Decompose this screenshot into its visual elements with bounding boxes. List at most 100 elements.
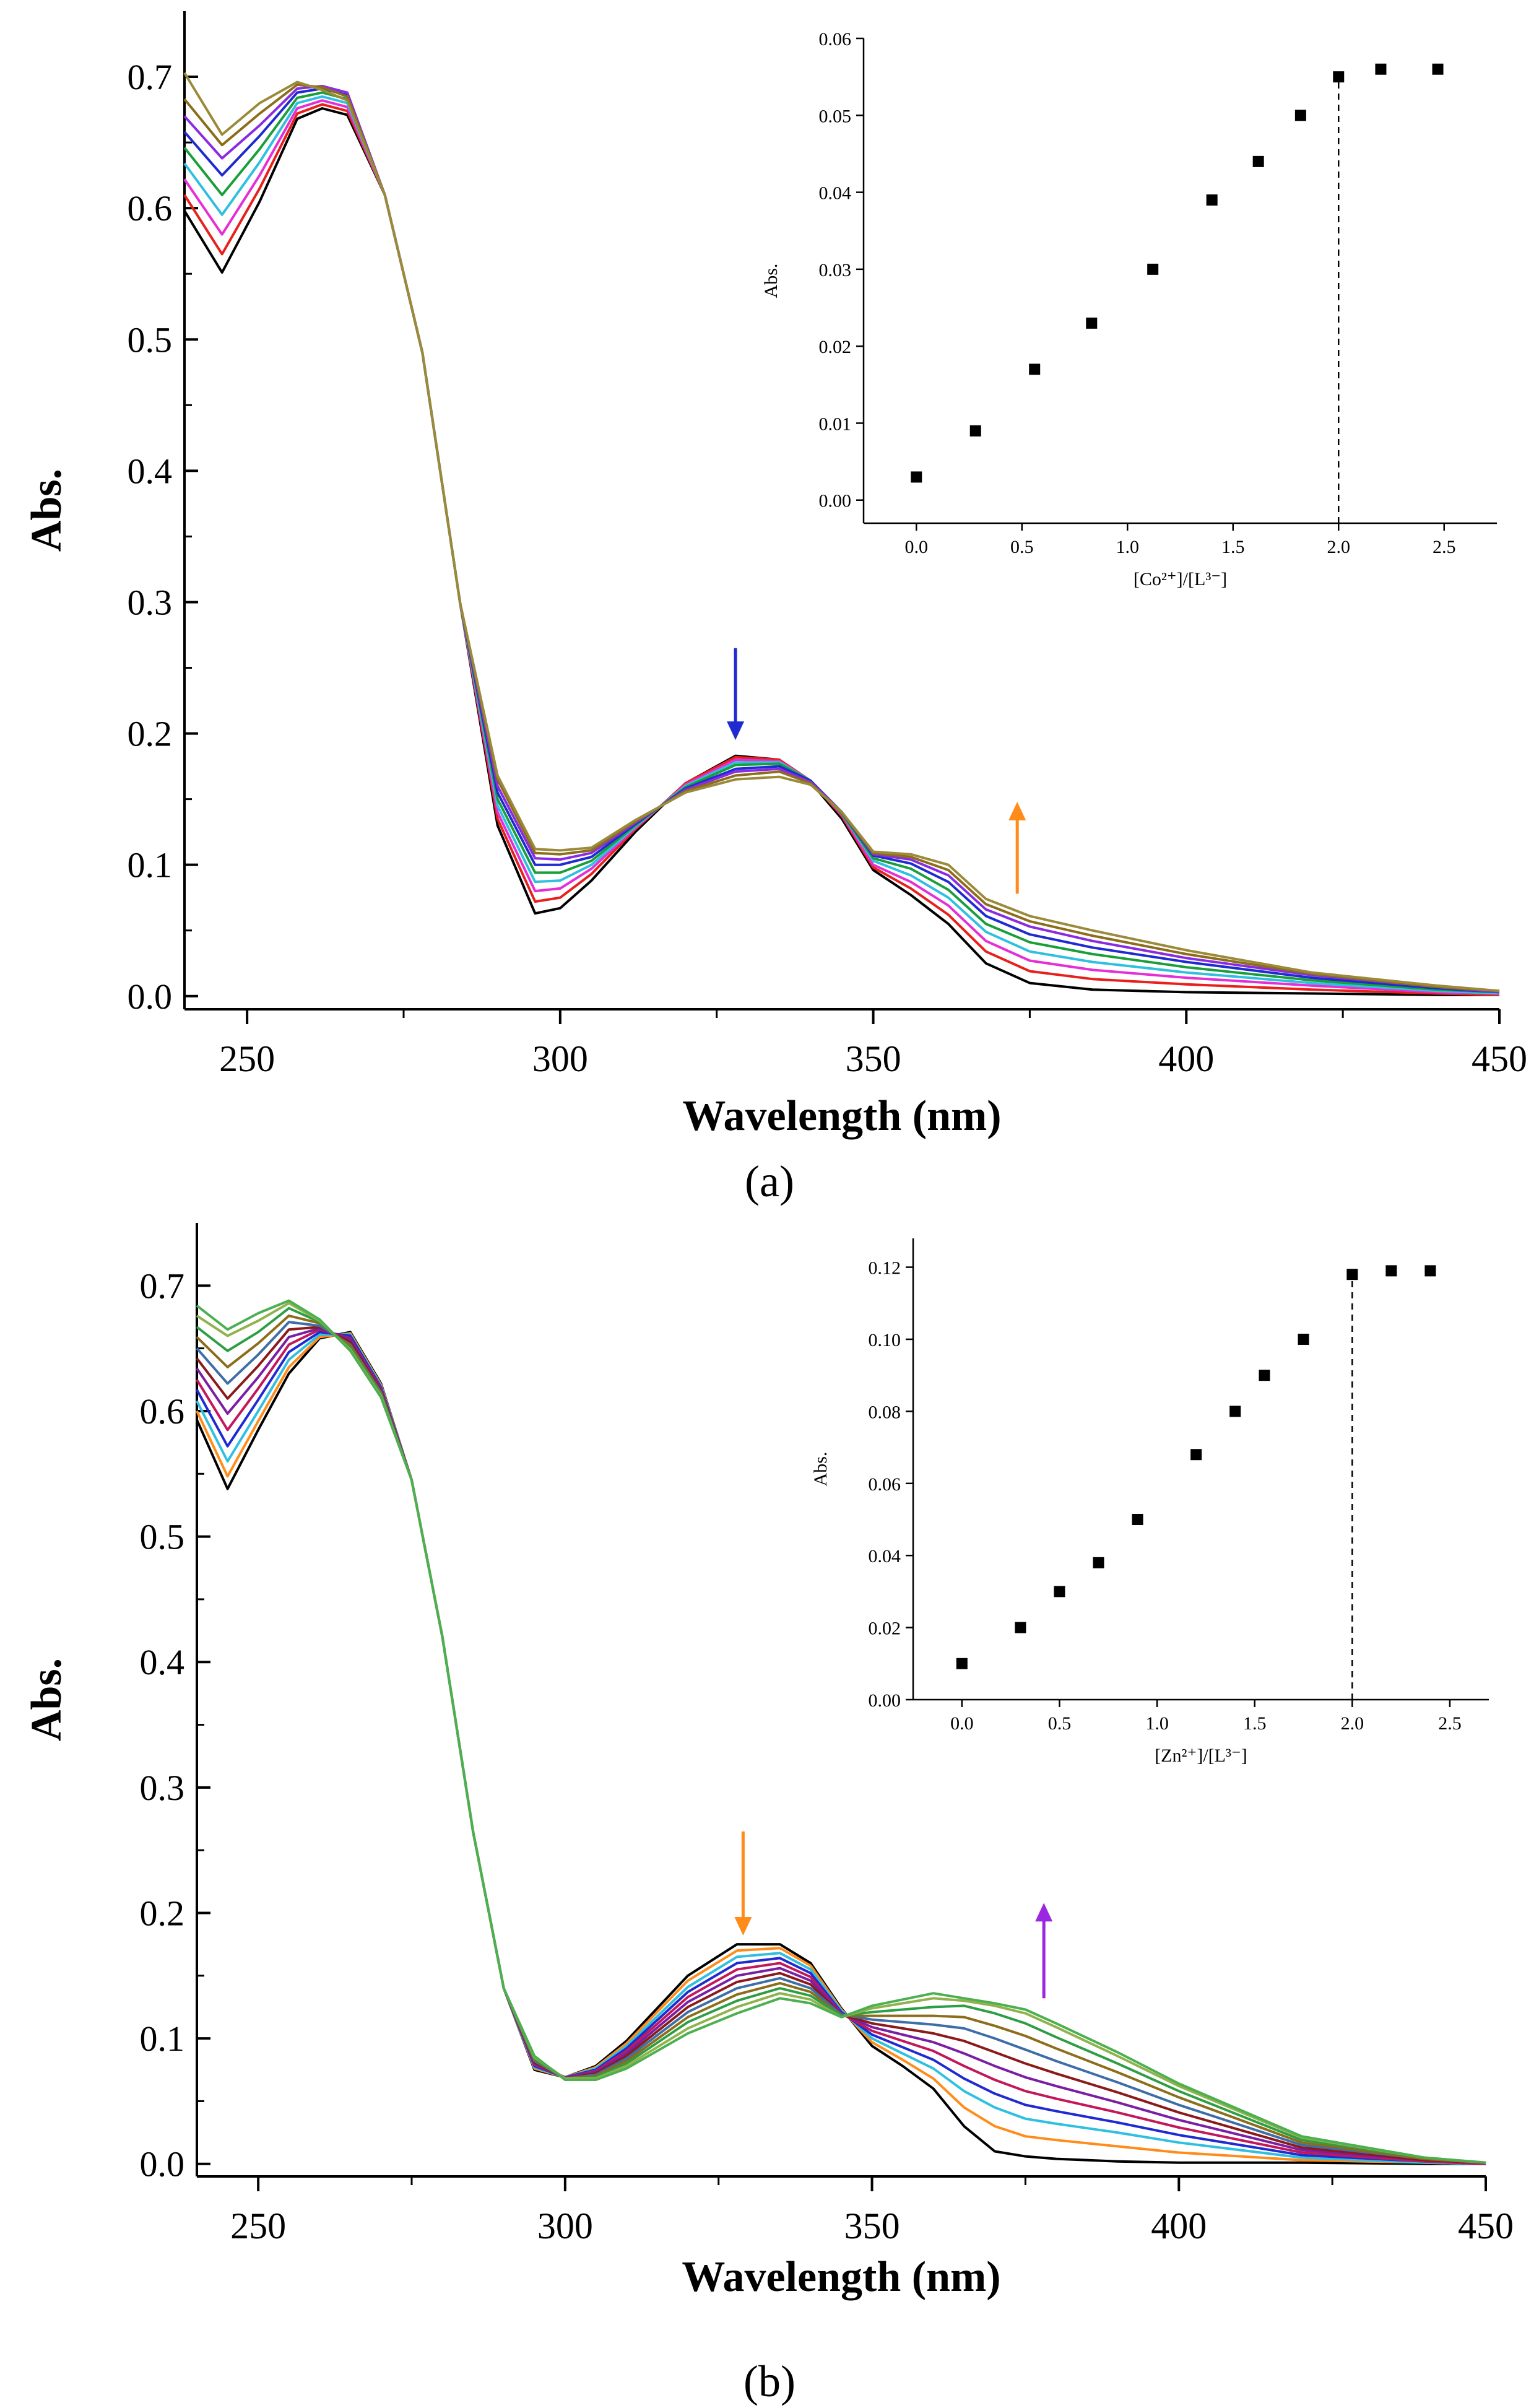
inset-point-b (956, 1658, 968, 1669)
x-tick-label-a: 350 (846, 1038, 901, 1079)
inset-x-tick-label-b: 1.5 (1243, 1713, 1267, 1734)
inset-point-b (1093, 1557, 1104, 1568)
inset-point-a (1432, 63, 1444, 75)
y-tick-label-b: 0.7 (140, 1266, 185, 1306)
y-tick-label-b: 0.6 (140, 1391, 185, 1432)
inset-x-tick-label-a: 2.0 (1327, 537, 1351, 557)
inset-y-tick-label-b: 0.08 (869, 1402, 901, 1422)
inset-point-b (1259, 1370, 1270, 1381)
inset-y-tick-label-a: 0.03 (819, 260, 852, 280)
inset-y-tick-label-a: 0.06 (819, 29, 852, 50)
inset-point-a (1333, 71, 1345, 83)
y-tick-label-a: 0.2 (128, 714, 173, 754)
inset-x-tick-label-b: 0.5 (1048, 1713, 1072, 1734)
panel-label-b: (b) (743, 2357, 796, 2406)
x-tick-label-a: 250 (219, 1038, 275, 1079)
inset-y-tick-label-b: 0.00 (869, 1690, 901, 1711)
inset-x-tick-label-a: 0.0 (905, 537, 929, 557)
inset-point-b (1385, 1265, 1397, 1277)
inset-point-b (1346, 1269, 1358, 1280)
x-tick-label-a: 450 (1472, 1038, 1527, 1079)
inset-x-tick-label-b: 2.5 (1438, 1713, 1462, 1734)
y-axis-title-b: Abs. (23, 1658, 71, 1741)
inset-x-tick-label-b: 1.0 (1145, 1713, 1169, 1734)
inset-point-b (1298, 1333, 1309, 1345)
inset-x-tick-label-a: 1.0 (1116, 537, 1140, 557)
y-tick-label-b: 0.3 (140, 1768, 185, 1808)
inset-x-title-a: [Co²⁺]/[L³⁻] (1134, 569, 1227, 589)
inset-point-b (1054, 1586, 1065, 1597)
inset-y-tick-label-b: 0.12 (869, 1258, 901, 1279)
inset-x-tick-label-b: 2.0 (1341, 1713, 1364, 1734)
inset-y-tick-label-a: 0.02 (819, 337, 852, 357)
inset-y-title-a: Abs. (761, 264, 781, 298)
inset-point-b (1229, 1406, 1241, 1417)
inset-x-tick-label-b: 0.0 (950, 1713, 974, 1734)
y-axis-title-a: Abs. (23, 469, 71, 552)
inset-y-tick-label-b: 0.06 (869, 1474, 901, 1495)
series-line-b-s8 (196, 1314, 1486, 2164)
inset-point-a (1252, 155, 1264, 167)
inset-point-a (1029, 363, 1041, 375)
y-tick-label-b: 0.5 (140, 1517, 185, 1557)
series-line-b-s11 (196, 1299, 1486, 2164)
inset-y-title-b: Abs. (810, 1452, 831, 1487)
x-tick-label-b: 400 (1151, 2206, 1207, 2246)
inset-point-a (1147, 263, 1159, 275)
series-line-a-t7 (183, 83, 1500, 993)
inset-point-b (1132, 1513, 1143, 1525)
inset-y-tick-label-a: 0.01 (819, 414, 852, 434)
inset-x-tick-label-a: 0.5 (1010, 537, 1034, 557)
inset-y-tick-label-a: 0.00 (819, 491, 852, 511)
y-tick-label-a: 0.6 (128, 188, 173, 228)
inset-point-a (1086, 317, 1098, 329)
x-tick-label-b: 250 (230, 2206, 286, 2246)
panel-a-chart: 0.0 0.1 0.2 0.3 0.4 0.5 0.6 0.7 250 300 350 400 450 W… (23, 11, 1527, 1140)
series-line-b-s6 (196, 1326, 1486, 2164)
x-tick-label-a: 300 (532, 1038, 588, 1079)
x-tick-label-b: 300 (537, 2206, 593, 2246)
inset-point-b (1190, 1449, 1202, 1461)
inset-point-a (911, 471, 922, 483)
inset-point-a (1375, 63, 1387, 75)
decrease-arrow-head-b (734, 1916, 752, 1936)
x-axis-title-b: Wavelength (nm) (682, 2253, 1000, 2301)
y-tick-label-b: 0.2 (140, 1893, 185, 1933)
y-tick-label-b: 0.4 (140, 1642, 185, 1682)
inset-y-tick-label-b: 0.04 (869, 1546, 901, 1567)
increase-arrow-head-a (1008, 801, 1026, 820)
series-line-a-t8 (183, 72, 1500, 993)
panel-b-chart: 0.0 0.1 0.2 0.3 0.4 0.5 0.6 0.7 250 300 350 400 450 W… (23, 1223, 1514, 2301)
x-tick-label-b: 350 (844, 2206, 900, 2246)
y-tick-label-a: 0.4 (128, 451, 173, 491)
decrease-arrow-head-a (727, 721, 745, 741)
increase-arrow-head-b (1035, 1903, 1053, 1922)
y-tick-label-a: 0.7 (128, 57, 173, 97)
inset-y-tick-label-b: 0.10 (869, 1330, 901, 1350)
y-tick-label-b: 0.0 (140, 2144, 185, 2184)
inset-x-tick-label-a: 2.5 (1433, 537, 1456, 557)
x-tick-label-a: 400 (1158, 1038, 1214, 1079)
inset-point-b (1424, 1265, 1436, 1277)
inset-x-tick-label-a: 1.5 (1221, 537, 1245, 557)
x-tick-label-b: 450 (1458, 2206, 1514, 2246)
inset-x-title-b: [Zn²⁺]/[L³⁻] (1155, 1745, 1247, 1766)
y-tick-label-a: 0.5 (128, 319, 173, 360)
inset-y-tick-label-a: 0.05 (819, 106, 852, 126)
inset-point-a (969, 425, 981, 437)
inset-y-tick-label-a: 0.04 (819, 183, 852, 204)
inset-chart-b: 0.00 0.02 0.04 0.06 0.08 0.10 0.12 0.0 0.5 1.0 1.5… (810, 1238, 1489, 1766)
inset-point-a (1206, 194, 1218, 206)
inset-y-tick-label-b: 0.02 (869, 1619, 901, 1639)
x-axis-title-a: Wavelength (nm) (682, 1092, 1001, 1140)
y-tick-label-a: 0.3 (128, 582, 173, 622)
y-tick-label-b: 0.1 (140, 2019, 185, 2059)
inset-point-a (1294, 110, 1306, 121)
inset-point-b (1015, 1622, 1026, 1633)
y-tick-label-a: 0.1 (128, 845, 173, 885)
y-tick-label-a: 0.0 (128, 976, 173, 1017)
panel-label-a: (a) (745, 1157, 794, 1206)
series-line-a-t6 (183, 84, 1500, 994)
